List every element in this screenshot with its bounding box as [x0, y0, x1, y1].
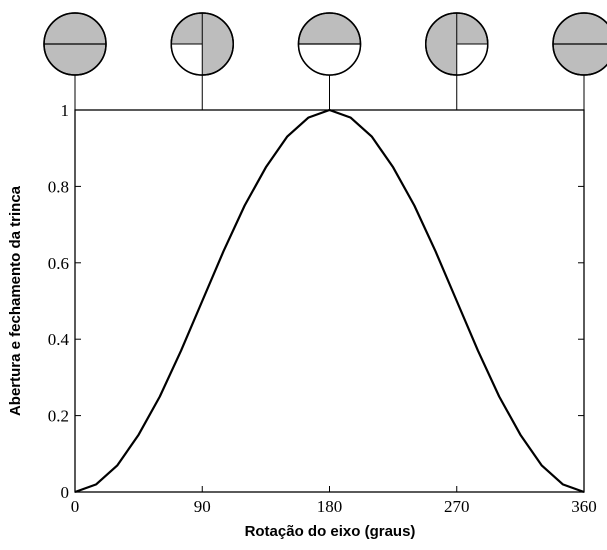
y-tick-label: 0 — [61, 483, 70, 502]
x-tick-label: 360 — [571, 497, 597, 516]
rotation-icon — [170, 12, 234, 76]
y-tick-label: 0.6 — [48, 254, 69, 273]
plot-frame — [74, 109, 585, 493]
data-line — [74, 108, 585, 494]
y-axis-label: Abertura e fechamento da trinca — [7, 185, 24, 416]
icon-open — [171, 44, 203, 75]
rotation-icon — [425, 12, 489, 76]
x-tick-label: 180 — [317, 497, 343, 516]
rotation-icon — [43, 12, 107, 76]
y-tick-label: 1 — [61, 101, 70, 120]
y-tick-label: 0.4 — [48, 330, 70, 349]
icon-open — [298, 44, 361, 75]
y-tick-label: 0.2 — [48, 407, 69, 426]
x-tick-label: 270 — [444, 497, 470, 516]
x-tick-label: 0 — [71, 497, 80, 516]
icon-open — [456, 44, 488, 75]
x-axis-label: Rotação do eixo (graus) — [245, 523, 416, 540]
rotation-icon — [552, 12, 607, 76]
rotation-icon — [297, 12, 362, 76]
x-tick-label: 90 — [194, 497, 211, 516]
y-tick-label: 0.8 — [48, 177, 69, 196]
